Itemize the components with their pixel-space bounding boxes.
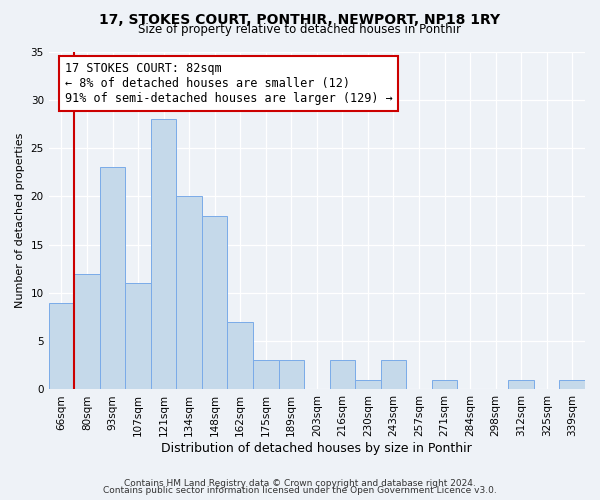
Bar [278, 360, 304, 390]
Text: Contains HM Land Registry data © Crown copyright and database right 2024.: Contains HM Land Registry data © Crown c… [124, 478, 476, 488]
Bar [355, 380, 380, 390]
Bar [74, 274, 100, 390]
Text: 17, STOKES COURT, PONTHIR, NEWPORT, NP18 1RY: 17, STOKES COURT, PONTHIR, NEWPORT, NP18… [100, 12, 500, 26]
Bar [227, 322, 253, 390]
Bar [508, 380, 534, 390]
Bar [176, 196, 202, 390]
Bar [329, 360, 355, 390]
Bar [559, 380, 585, 390]
Bar [432, 380, 457, 390]
Bar [125, 283, 151, 390]
Bar [202, 216, 227, 390]
X-axis label: Distribution of detached houses by size in Ponthir: Distribution of detached houses by size … [161, 442, 472, 455]
Text: Size of property relative to detached houses in Ponthir: Size of property relative to detached ho… [139, 22, 461, 36]
Bar [100, 168, 125, 390]
Bar [49, 302, 74, 390]
Y-axis label: Number of detached properties: Number of detached properties [15, 133, 25, 308]
Text: Contains public sector information licensed under the Open Government Licence v3: Contains public sector information licen… [103, 486, 497, 495]
Bar [253, 360, 278, 390]
Text: 17 STOKES COURT: 82sqm
← 8% of detached houses are smaller (12)
91% of semi-deta: 17 STOKES COURT: 82sqm ← 8% of detached … [65, 62, 392, 104]
Bar [380, 360, 406, 390]
Bar [151, 119, 176, 390]
